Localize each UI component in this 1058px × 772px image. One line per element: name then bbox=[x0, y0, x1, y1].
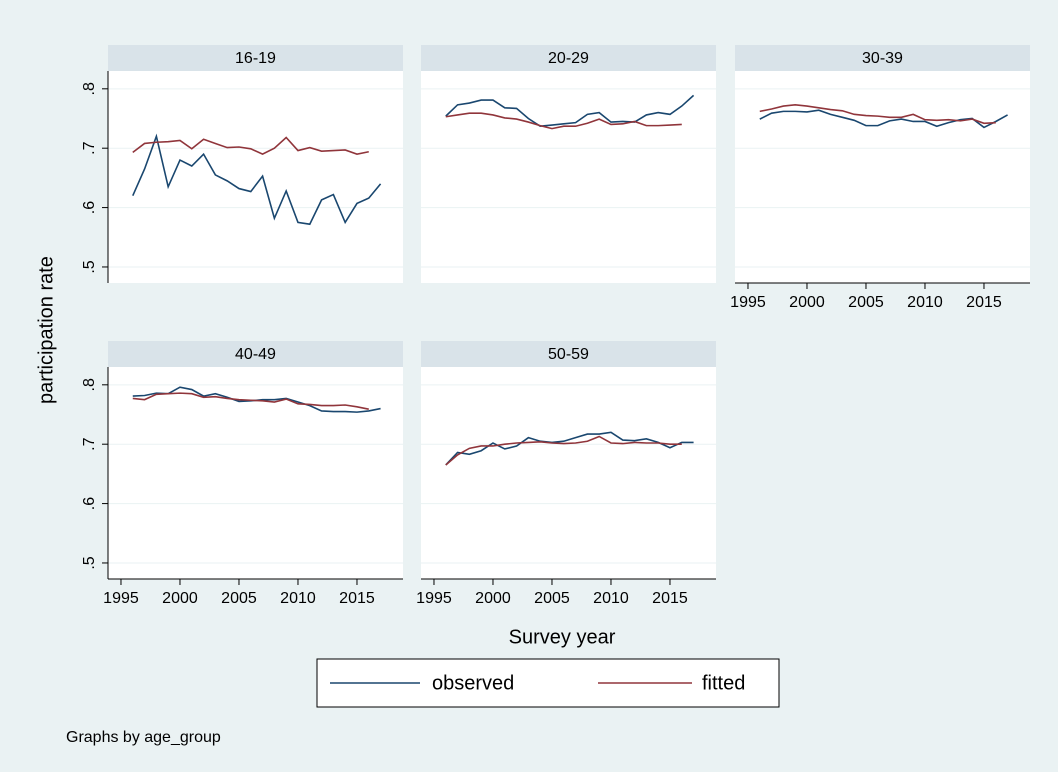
y-tick-label: .8 bbox=[81, 378, 98, 391]
x-axis-title: Survey year bbox=[509, 626, 616, 648]
panel-header bbox=[421, 341, 716, 367]
series-line bbox=[132, 136, 369, 156]
plot-area bbox=[108, 71, 403, 283]
x-tick-label: 2010 bbox=[280, 590, 316, 607]
series-line bbox=[759, 109, 1008, 129]
panel-title: 30-39 bbox=[862, 50, 903, 67]
legend-label: fitted bbox=[702, 672, 745, 694]
x-tick-label: 1995 bbox=[103, 590, 139, 607]
plot-area bbox=[421, 71, 716, 283]
plot-area bbox=[108, 367, 403, 579]
note: Graphs by age_group bbox=[66, 729, 221, 746]
panel-title: 16-19 bbox=[235, 50, 276, 67]
series-line bbox=[132, 392, 369, 410]
y-tick-label: .8 bbox=[81, 82, 98, 95]
x-tick-label: 1995 bbox=[416, 590, 452, 607]
series-line bbox=[132, 133, 382, 226]
panel-title: 20-29 bbox=[548, 50, 589, 67]
x-tick-label: 2000 bbox=[475, 590, 511, 607]
x-tick-label: 2005 bbox=[848, 294, 884, 311]
plot-area bbox=[735, 71, 1030, 283]
panel-header bbox=[421, 45, 716, 71]
plot-area bbox=[421, 367, 716, 579]
x-tick-label: 2010 bbox=[593, 590, 629, 607]
x-tick-label: 1995 bbox=[730, 294, 766, 311]
panel-title: 50-59 bbox=[548, 346, 589, 363]
y-tick-label: .5 bbox=[81, 556, 98, 569]
panel-header bbox=[108, 341, 403, 367]
panel-header bbox=[108, 45, 403, 71]
x-tick-label: 2015 bbox=[966, 294, 1002, 311]
panel-header bbox=[735, 45, 1030, 71]
y-axis-title: participation rate bbox=[35, 256, 57, 404]
y-tick-label: .7 bbox=[81, 141, 98, 154]
x-tick-label: 2005 bbox=[221, 590, 257, 607]
panel-title: 40-49 bbox=[235, 346, 276, 363]
legend-label: observed bbox=[432, 672, 514, 694]
x-tick-label: 2015 bbox=[652, 590, 688, 607]
x-tick-label: 2010 bbox=[907, 294, 943, 311]
series-line bbox=[445, 112, 682, 130]
series-line bbox=[445, 435, 682, 466]
series-line bbox=[759, 104, 996, 125]
x-tick-label: 2015 bbox=[339, 590, 375, 607]
y-tick-label: .7 bbox=[81, 437, 98, 450]
series-line bbox=[445, 431, 694, 466]
y-tick-label: .6 bbox=[81, 201, 98, 214]
x-tick-label: 2000 bbox=[789, 294, 825, 311]
x-tick-label: 2005 bbox=[534, 590, 570, 607]
series-line bbox=[445, 94, 695, 128]
y-tick-label: .5 bbox=[81, 260, 98, 273]
y-tick-label: .6 bbox=[81, 497, 98, 510]
x-tick-label: 2000 bbox=[162, 590, 198, 607]
